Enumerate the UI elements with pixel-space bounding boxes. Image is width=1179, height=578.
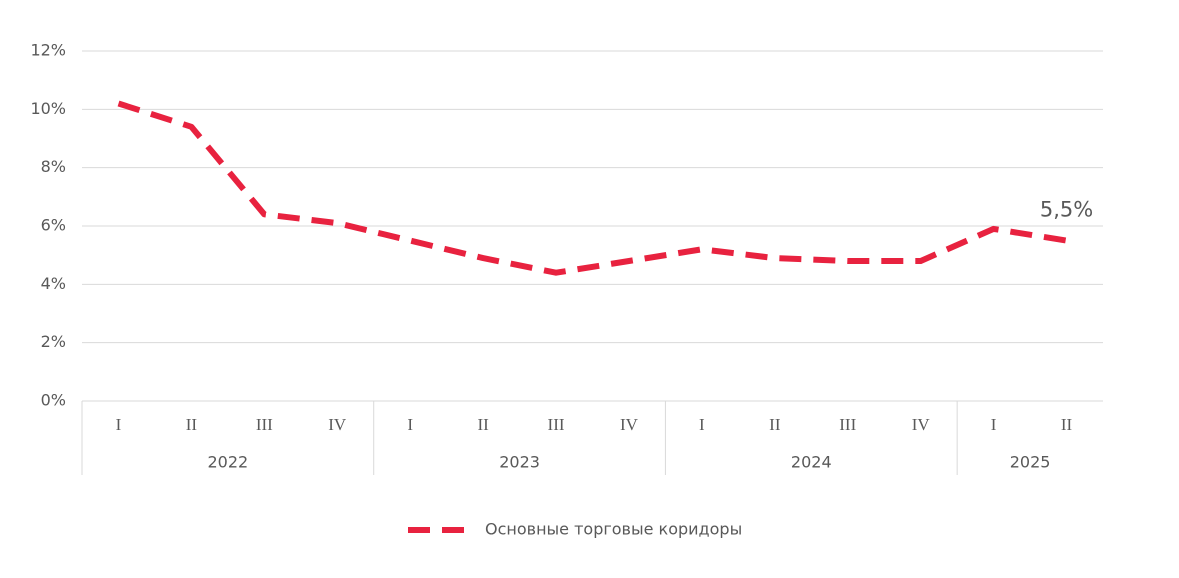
y-tick-label: 6% — [41, 216, 66, 235]
y-tick-label: 4% — [41, 274, 66, 293]
legend-label: Основные торговые коридоры — [485, 520, 742, 539]
x-tick-label: IV — [328, 415, 347, 434]
data-label: 5,5% — [1040, 198, 1093, 222]
y-tick-label: 8% — [41, 157, 66, 176]
x-tick-label: I — [116, 415, 122, 434]
data-line — [117, 100, 1067, 276]
x-tick-label: IV — [620, 415, 639, 434]
x-tick-label: II — [186, 415, 198, 434]
x-group-label: 2022 — [207, 453, 248, 472]
x-tick-label: III — [256, 415, 273, 434]
x-tick-label: II — [477, 415, 489, 434]
y-tick-label: 12% — [30, 41, 66, 60]
x-group-label: 2023 — [499, 453, 540, 472]
y-tick-label: 0% — [41, 391, 66, 410]
x-tick-label: I — [991, 415, 997, 434]
x-tick-label: II — [769, 415, 781, 434]
x-tick-label: III — [839, 415, 856, 434]
x-tick-label: III — [548, 415, 565, 434]
y-tick-label: 10% — [30, 99, 66, 118]
x-tick-label: IV — [912, 415, 931, 434]
y-tick-label: 2% — [41, 332, 66, 351]
x-tick-label: I — [699, 415, 705, 434]
x-tick-label: I — [407, 415, 413, 434]
x-group-label: 2024 — [791, 453, 832, 472]
x-tick-label: II — [1061, 415, 1073, 434]
x-group-label: 2025 — [1010, 453, 1051, 472]
